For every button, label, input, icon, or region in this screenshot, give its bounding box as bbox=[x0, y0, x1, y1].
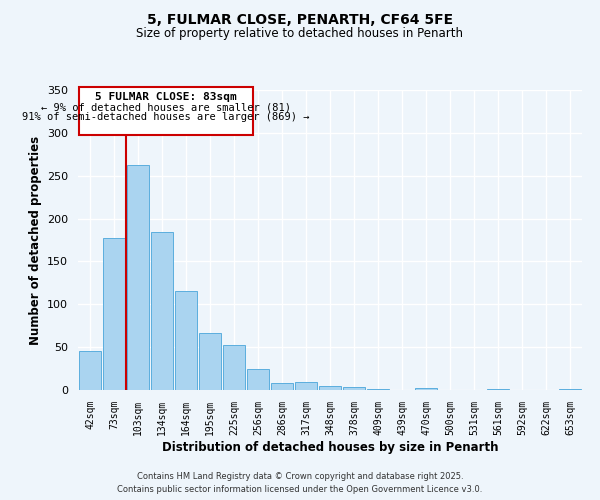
Bar bbox=[559, 389, 581, 390]
Bar bbox=[319, 386, 341, 390]
Bar bbox=[487, 389, 509, 390]
Text: 5, FULMAR CLOSE, PENARTH, CF64 5FE: 5, FULMAR CLOSE, PENARTH, CF64 5FE bbox=[147, 12, 453, 26]
X-axis label: Distribution of detached houses by size in Penarth: Distribution of detached houses by size … bbox=[162, 440, 498, 454]
Bar bbox=[223, 346, 245, 390]
Text: 5 FULMAR CLOSE: 83sqm: 5 FULMAR CLOSE: 83sqm bbox=[95, 92, 237, 102]
Text: Contains HM Land Registry data © Crown copyright and database right 2025.
Contai: Contains HM Land Registry data © Crown c… bbox=[118, 472, 482, 494]
Bar bbox=[415, 388, 437, 390]
Bar bbox=[79, 352, 101, 390]
Bar bbox=[103, 238, 125, 390]
Bar bbox=[295, 382, 317, 390]
Bar bbox=[199, 334, 221, 390]
Text: ← 9% of detached houses are smaller (81): ← 9% of detached houses are smaller (81) bbox=[41, 102, 291, 112]
Bar bbox=[247, 370, 269, 390]
Bar bbox=[151, 232, 173, 390]
Bar bbox=[175, 290, 197, 390]
Text: 91% of semi-detached houses are larger (869) →: 91% of semi-detached houses are larger (… bbox=[22, 112, 310, 122]
Bar bbox=[367, 389, 389, 390]
Bar bbox=[127, 166, 149, 390]
Text: Size of property relative to detached houses in Penarth: Size of property relative to detached ho… bbox=[137, 28, 464, 40]
Y-axis label: Number of detached properties: Number of detached properties bbox=[29, 136, 41, 344]
Bar bbox=[343, 388, 365, 390]
FancyBboxPatch shape bbox=[79, 88, 253, 134]
Bar bbox=[271, 383, 293, 390]
